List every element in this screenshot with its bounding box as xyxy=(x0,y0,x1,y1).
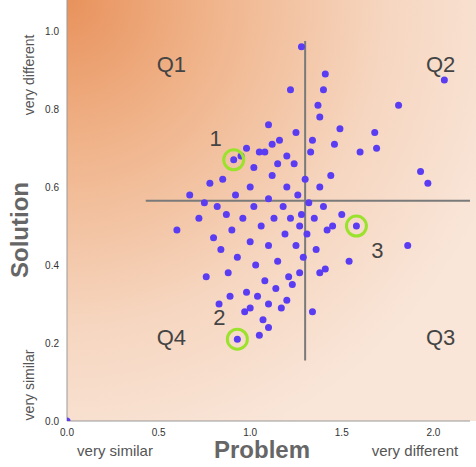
svg-text:0.5: 0.5 xyxy=(152,427,166,438)
svg-text:0.8: 0.8 xyxy=(45,104,59,115)
svg-text:Solution: Solution xyxy=(8,182,33,278)
svg-text:2: 2 xyxy=(213,305,225,330)
svg-text:1: 1 xyxy=(210,126,222,151)
svg-text:0.4: 0.4 xyxy=(45,260,59,271)
svg-text:Problem: Problem xyxy=(214,436,310,463)
svg-text:Q2: Q2 xyxy=(426,52,455,77)
svg-text:0.0: 0.0 xyxy=(60,427,74,438)
svg-text:1.0: 1.0 xyxy=(45,26,59,37)
svg-text:very similar: very similar xyxy=(77,442,153,459)
svg-text:Q1: Q1 xyxy=(157,52,186,77)
svg-text:very different: very different xyxy=(21,35,37,116)
svg-text:2.0: 2.0 xyxy=(426,427,440,438)
svg-text:0.0: 0.0 xyxy=(45,416,59,427)
svg-text:1.5: 1.5 xyxy=(335,427,349,438)
svg-text:1.0: 1.0 xyxy=(243,427,257,438)
svg-text:Q4: Q4 xyxy=(157,325,186,350)
svg-text:very different: very different xyxy=(372,442,459,459)
svg-text:very similar: very similar xyxy=(21,349,37,420)
svg-text:0.2: 0.2 xyxy=(45,338,59,349)
svg-text:0.6: 0.6 xyxy=(45,182,59,193)
svg-text:3: 3 xyxy=(371,238,383,263)
svg-text:Q3: Q3 xyxy=(426,325,455,350)
